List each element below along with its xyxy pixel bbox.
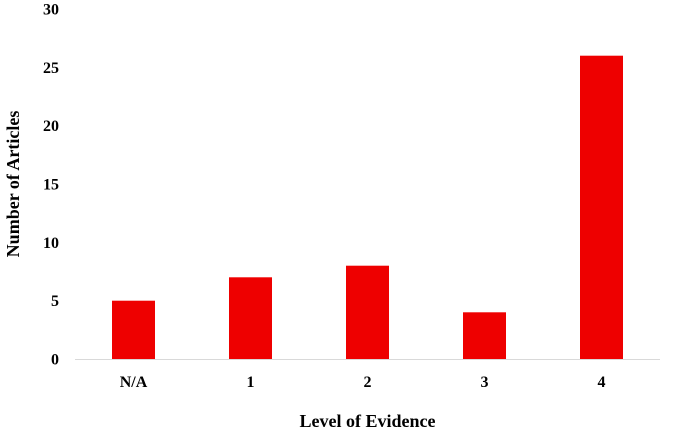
- x-tick-label: 1: [247, 374, 255, 391]
- y-tick-label: 15: [43, 177, 59, 194]
- bar-na: [112, 300, 155, 359]
- y-tick-label: 0: [51, 352, 59, 369]
- bar-2: [346, 265, 389, 359]
- bar-4: [580, 55, 623, 359]
- y-axis-title: Number of Articles: [3, 111, 23, 258]
- y-tick-label: 20: [43, 118, 59, 135]
- bars-group: [112, 55, 623, 359]
- y-tick-label: 30: [43, 2, 59, 19]
- bar-1: [229, 277, 272, 359]
- x-tick-label: 3: [481, 374, 489, 391]
- y-tick-label: 10: [43, 235, 59, 252]
- y-tick-label: 5: [51, 293, 59, 310]
- y-tick-labels: 0 5 10 15 20 25 30: [43, 2, 59, 369]
- x-tick-label: N/A: [120, 374, 148, 391]
- x-axis-title: Level of Evidence: [300, 411, 436, 431]
- x-tick-labels: N/A 1 2 3 4: [120, 374, 606, 391]
- y-tick-label: 25: [43, 60, 59, 77]
- x-tick-label: 2: [364, 374, 372, 391]
- bar-3: [463, 312, 506, 359]
- x-tick-label: 4: [598, 374, 606, 391]
